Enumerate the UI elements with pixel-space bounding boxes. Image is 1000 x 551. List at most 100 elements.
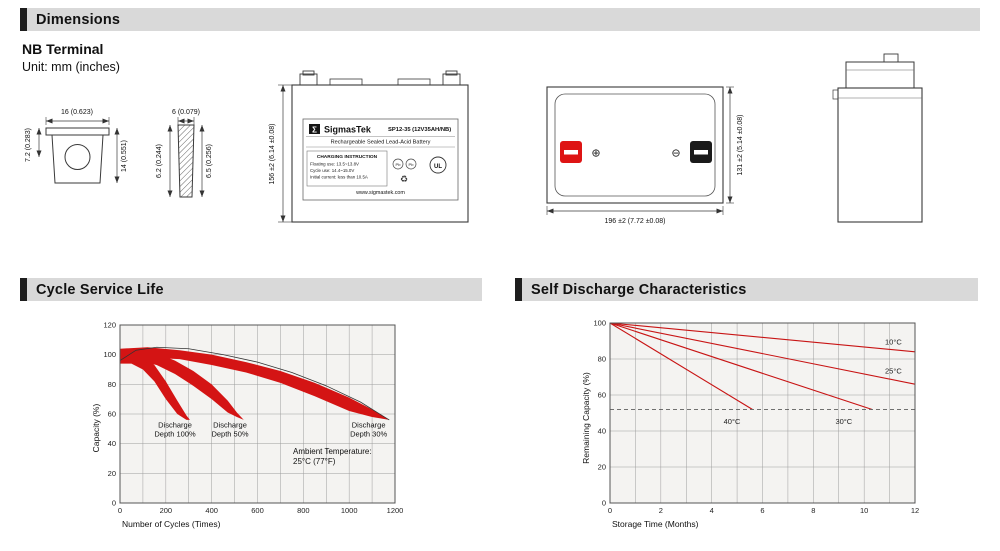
- y-tick-label: 40: [108, 439, 116, 448]
- dim-terminal-h1: 7.2 (0.283): [25, 128, 32, 162]
- header-accent-block: [20, 8, 27, 31]
- terminal-lip: [45, 127, 110, 136]
- nb-terminal-block: NB Terminal Unit: mm (inches): [22, 41, 120, 74]
- y-axis-title: Remaining Capacity (%): [581, 372, 591, 464]
- dim-front-height: 156 ±2 (6.14 ±0.08): [269, 123, 276, 184]
- front-terminal-left-cap: [302, 70, 315, 76]
- brand-name: SigmasTek: [324, 125, 372, 135]
- series-label: 40°C: [724, 417, 741, 426]
- terminal-body: [51, 134, 104, 184]
- side-view-drawing: [832, 53, 923, 223]
- brand-logo-glyph: Σ: [312, 126, 317, 135]
- battery-model: SP12-35 (12V35AH/NB): [388, 127, 451, 133]
- annotation-text: 25°C (77°F): [293, 457, 336, 466]
- section-header-dimensions: Dimensions: [20, 8, 980, 31]
- series-label: 25°C: [885, 366, 902, 375]
- terminal-section-hatched: [177, 124, 195, 198]
- band-label: Depth 50%: [211, 429, 248, 438]
- plot-border: [119, 324, 396, 504]
- terminal-section-drawing: 6 (0.079) 6.2 (0.244) 6.5 (0.256): [156, 109, 213, 198]
- charging-line-1: Floating use: 13.5~13.8V: [310, 162, 359, 167]
- band-discharge-depth-100: [120, 350, 190, 420]
- header-accent-block: [515, 278, 522, 301]
- battery-side-body: [837, 87, 923, 223]
- minus-mark: ⊖: [671, 148, 680, 160]
- guide-curve: [119, 346, 390, 421]
- terminal-width-dimension: [45, 117, 110, 125]
- x-tick-label: 400: [205, 506, 218, 515]
- website-text: www.sigmastek.com: [355, 190, 405, 196]
- y-tick-label: 20: [108, 469, 116, 478]
- front-terminal-right: [442, 73, 461, 86]
- x-tick-label: 10: [860, 506, 868, 515]
- front-terminal-right-cap: [445, 70, 458, 76]
- self-discharge-chart: 10°C 25°C 40°C 30°C 0 2 4 6 8 10 12 0 20 40 60 80 100 Sto…: [581, 319, 919, 530]
- battery-type: Rechargeable Sealed Lead-Acid Battery: [331, 140, 431, 146]
- side-hook-detail: [832, 89, 839, 100]
- pb-icon-2-text: Pb: [409, 162, 415, 167]
- charging-line-3: Initial current: less than 10.5A: [310, 175, 368, 180]
- top-view-drawing: ⊕ ⊖ 196 ±2 (7.72 ±0.08) 131 ±2 (5.14 ±0.…: [546, 86, 744, 225]
- battery-top-inner-frame: [554, 93, 716, 197]
- x-tick-label: 12: [911, 506, 919, 515]
- section-header-cycle-service-life: Cycle Service Life: [20, 278, 482, 301]
- y-tick-label: 60: [598, 391, 606, 400]
- x-tick-label: 0: [608, 506, 612, 515]
- band-label: Discharge: [158, 420, 192, 429]
- band-label: Discharge: [213, 420, 247, 429]
- side-top-cap: [845, 61, 915, 89]
- brand-logo-box: [309, 124, 320, 134]
- dim-section-h1: 6.2 (0.244): [156, 144, 163, 178]
- unit-note: Unit: mm (inches): [22, 60, 120, 74]
- series-line-30°C: [609, 322, 872, 410]
- front-terminal-left: [299, 73, 318, 86]
- section-title-self-discharge: Self Discharge Characteristics: [531, 281, 747, 298]
- y-tick-label: 20: [598, 463, 606, 472]
- y-tick-label: 100: [103, 350, 116, 359]
- band-label: Discharge: [352, 420, 386, 429]
- charging-title: CHARGING INSTRUCTION: [317, 154, 378, 160]
- header-accent-block: [20, 278, 27, 301]
- pb-icon-text: Pb: [396, 162, 402, 167]
- front-view-drawing: 156 ±2 (6.14 ±0.08) Σ SigmasTek SP12-35 …: [269, 70, 469, 223]
- nb-terminal-title: NB Terminal: [22, 41, 104, 57]
- section-header-self-discharge: Self Discharge Characteristics: [515, 278, 978, 301]
- recycle-icon: ♻: [400, 174, 408, 184]
- y-tick-label: 0: [112, 499, 116, 508]
- front-height-dimension: [278, 84, 292, 223]
- y-tick-label: 0: [602, 499, 606, 508]
- x-tick-label: 800: [297, 506, 310, 515]
- y-tick-label: 100: [593, 319, 606, 328]
- ul-icon-circle: [429, 156, 447, 174]
- x-tick-label: 8: [811, 506, 815, 515]
- series-line-40°C: [609, 322, 753, 410]
- x-tick-label: 200: [160, 506, 173, 515]
- section-title-cycle: Cycle Service Life: [36, 281, 164, 298]
- pb-icon: [392, 158, 404, 170]
- positive-terminal-bar: [564, 150, 578, 155]
- dim-terminal-width: 16 (0.623): [61, 109, 93, 116]
- front-handle-right: [397, 78, 431, 86]
- front-handle-left: [329, 78, 363, 86]
- x-tick-label: 6: [760, 506, 764, 515]
- plus-mark: ⊕: [591, 148, 600, 160]
- band-discharge-depth-30: [120, 347, 390, 420]
- cycle-service-life-chart: 0 200 400 600 800 1000 1200 0 20 40 60 80 100 120 Disc…: [91, 321, 403, 530]
- annotation-text: Ambient Temperature:: [293, 447, 372, 456]
- y-tick-label: 60: [108, 410, 116, 419]
- dim-section-width: 6 (0.079): [172, 109, 200, 116]
- top-height-dimension: [726, 86, 734, 204]
- side-terminal-post: [883, 53, 899, 63]
- series-label: 10°C: [885, 338, 902, 347]
- negative-terminal-bar: [694, 150, 708, 155]
- x-axis-title: Storage Time (Months): [612, 519, 699, 529]
- terminal-front-drawing: 16 (0.623) 7.2 (0.283) 14 (0.551): [25, 109, 128, 184]
- dimension-drawings: 16 (0.623) 7.2 (0.283) 14 (0.551) 6 (0.0…: [25, 53, 923, 225]
- ul-icon-text: UL: [434, 164, 442, 170]
- dim-top-width: 196 ±2 (7.72 ±0.08): [604, 218, 665, 225]
- x-tick-label: 600: [251, 506, 264, 515]
- top-width-dimension: [546, 206, 724, 215]
- series-line-10°C: [609, 322, 916, 353]
- y-tick-label: 120: [103, 321, 116, 330]
